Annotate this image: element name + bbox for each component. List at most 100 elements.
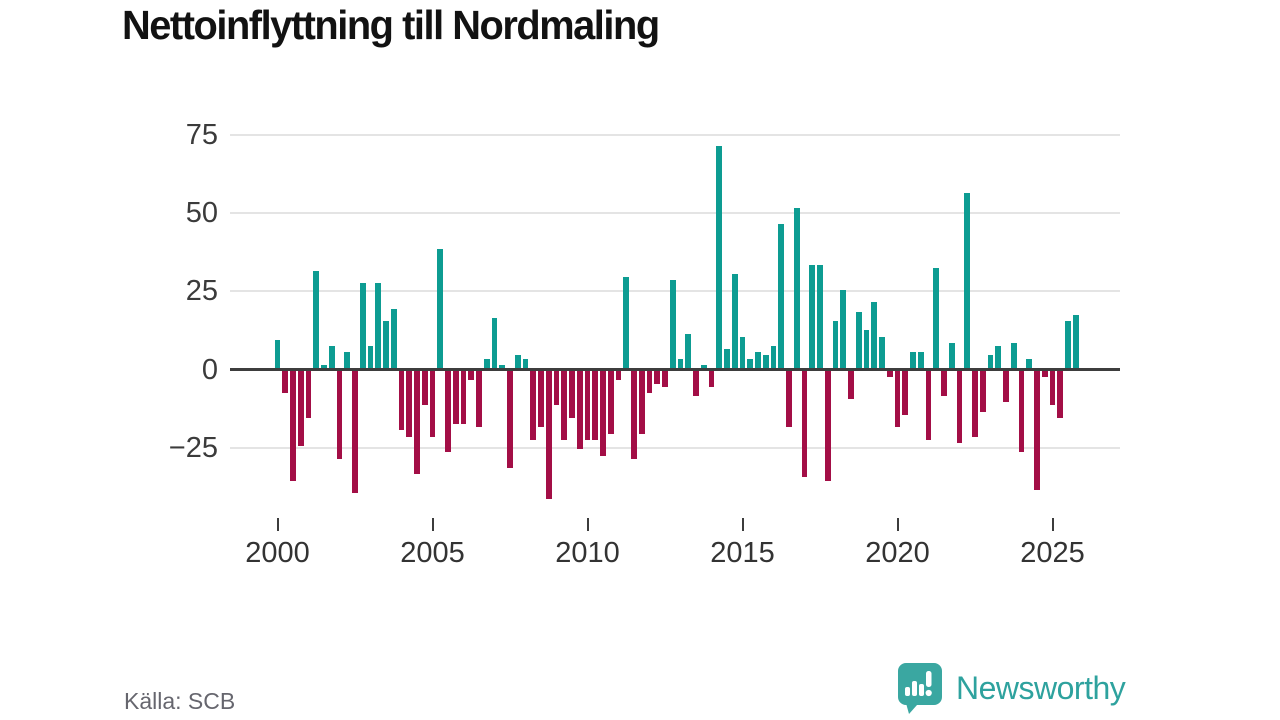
x-tick-label-2005: 2005 <box>400 537 465 569</box>
bar-2002Q2 <box>344 352 351 368</box>
bar-2004Q2 <box>406 371 413 437</box>
gridline-50 <box>230 212 1120 214</box>
bar-2010Q1 <box>584 371 591 440</box>
bar-2017Q2 <box>809 264 816 368</box>
x-tick-label-2020: 2020 <box>865 537 930 569</box>
bar-2011Q1 <box>615 371 622 381</box>
logo-bar-1 <box>905 687 910 696</box>
bar-2024Q2 <box>1026 358 1033 368</box>
newsworthy-logo-icon <box>898 663 942 714</box>
bar-2023Q1 <box>987 355 994 368</box>
bar-2016Q3 <box>786 371 792 428</box>
x-tick-mark-2020 <box>896 518 899 531</box>
bar-2015Q4 <box>762 355 769 368</box>
bar-2006Q2 <box>468 371 475 381</box>
bar-2008Q2 <box>530 371 537 440</box>
bar-2018Q3 <box>848 371 854 400</box>
chart-title: Nettoinflyttning till Nordmaling <box>122 2 660 48</box>
bar-2022Q2 <box>964 192 971 368</box>
bar-2018Q4 <box>855 311 862 368</box>
bar-2009Q4 <box>576 371 583 450</box>
bar-2002Q1 <box>336 371 343 459</box>
bar-2015Q3 <box>755 352 761 368</box>
logo-bar-3 <box>919 684 924 696</box>
bar-2019Q1 <box>863 330 870 368</box>
bar-2017Q4 <box>824 371 831 481</box>
zero-axis-line <box>230 368 1120 371</box>
gridline--25 <box>230 446 1120 449</box>
bar-2025Q4 <box>1072 314 1079 368</box>
x-tick-label-2010: 2010 <box>555 537 620 569</box>
logo-exclamation-stroke <box>926 671 932 687</box>
bar-2010Q2 <box>592 371 599 440</box>
y-tick-label-50: 50 <box>185 197 218 229</box>
bar-2013Q2 <box>685 333 692 368</box>
x-tick-mark-2015 <box>741 518 744 531</box>
bar-2007Q4 <box>514 355 521 368</box>
bar-2001Q2 <box>313 270 320 368</box>
y-tick-label--25: −25 <box>168 431 218 464</box>
bar-2005Q1 <box>429 371 436 437</box>
x-tick-mark-2010 <box>586 518 589 531</box>
bar-2013Q4 <box>700 364 707 368</box>
bar-2000Q1 <box>274 339 281 368</box>
bar-2019Q2 <box>871 302 878 368</box>
bar-2012Q2 <box>654 371 661 384</box>
bar-2005Q4 <box>452 371 459 425</box>
bar-2010Q3 <box>600 371 606 456</box>
bar-2021Q3 <box>941 371 947 397</box>
bar-2009Q3 <box>569 371 575 418</box>
bar-2020Q1 <box>894 371 901 428</box>
bar-2001Q1 <box>305 371 312 418</box>
x-tick-mark-2025 <box>1051 518 1054 531</box>
bar-2022Q3 <box>972 371 978 437</box>
bar-2012Q4 <box>669 280 676 368</box>
bar-2009Q2 <box>561 371 568 440</box>
bar-2016Q4 <box>793 208 800 368</box>
bar-2006Q3 <box>476 371 482 428</box>
bar-2004Q3 <box>414 371 420 475</box>
y-tick-label-25: 25 <box>185 275 218 308</box>
bar-2000Q3 <box>290 371 296 481</box>
bar-2006Q4 <box>483 358 490 368</box>
bar-2025Q1 <box>1049 371 1056 406</box>
bar-2016Q2 <box>778 224 785 368</box>
x-tick-label-2025: 2025 <box>1020 537 1085 569</box>
bar-2000Q4 <box>297 371 304 447</box>
bar-2014Q4 <box>731 274 738 368</box>
logo-exclamation-dot <box>925 689 932 697</box>
bar-2001Q4 <box>328 346 335 368</box>
bar-2022Q4 <box>979 371 986 412</box>
bar-2004Q1 <box>398 371 405 431</box>
bar-2007Q3 <box>507 371 513 469</box>
bar-2008Q4 <box>545 371 552 500</box>
bar-2002Q4 <box>359 283 366 368</box>
bar-2017Q3 <box>817 264 823 368</box>
bar-2011Q2 <box>623 277 630 368</box>
bar-2021Q4 <box>948 342 955 368</box>
bar-2007Q1 <box>491 317 498 368</box>
bar-2023Q2 <box>995 346 1002 368</box>
bar-2019Q4 <box>886 371 893 378</box>
bar-2002Q3 <box>352 371 358 494</box>
newsworthy-logo: Newsworthy <box>896 662 1126 714</box>
bar-2006Q1 <box>460 371 467 425</box>
bar-2008Q3 <box>538 371 544 428</box>
bar-2004Q4 <box>421 371 428 406</box>
bar-2000Q2 <box>282 371 289 393</box>
bar-2016Q1 <box>770 346 777 368</box>
source-label: Källa: SCB <box>124 688 236 714</box>
logo-bar-2 <box>912 681 917 696</box>
y-tick-label-0: 0 <box>201 353 218 386</box>
bar-2014Q3 <box>724 349 730 368</box>
bar-2025Q3 <box>1065 321 1071 368</box>
newsworthy-logo-text: Newsworthy <box>956 669 1126 706</box>
bar-2018Q2 <box>840 289 847 368</box>
bar-2013Q3 <box>693 371 699 397</box>
bar-2021Q1 <box>925 371 932 440</box>
bar-2018Q1 <box>832 321 839 368</box>
bar-2005Q2 <box>437 249 444 368</box>
bar-2007Q2 <box>499 364 506 368</box>
bar-2021Q2 <box>933 267 940 368</box>
bar-2009Q1 <box>553 371 560 406</box>
